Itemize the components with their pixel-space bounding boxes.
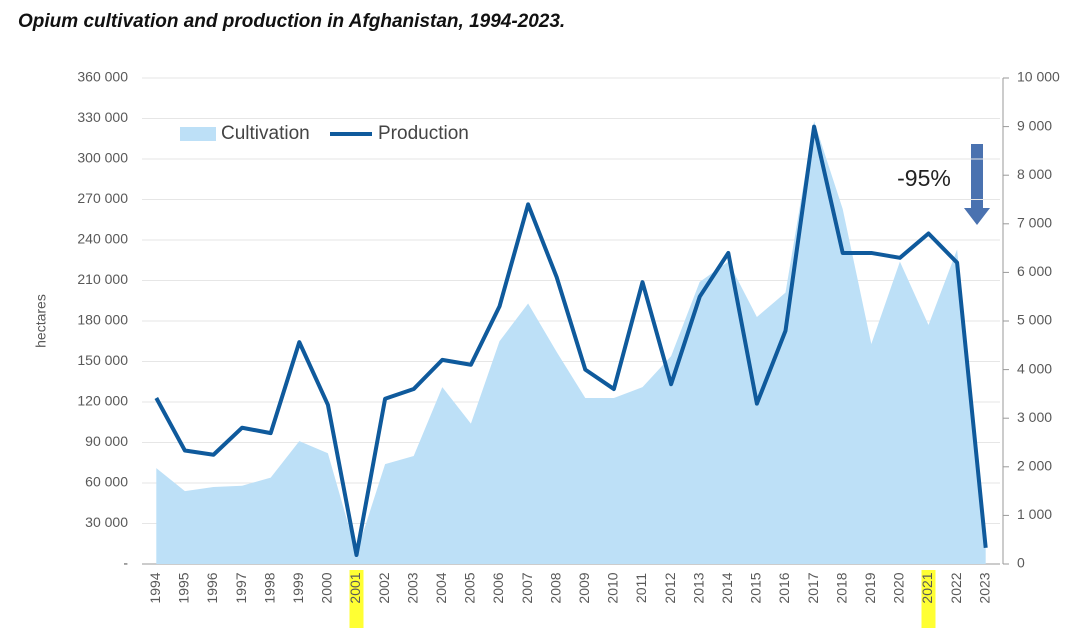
x-tick-label: 2021	[919, 572, 935, 603]
x-tick-label: 2002	[376, 572, 392, 603]
highlight	[349, 570, 364, 628]
y-tick-label: 360 000	[77, 69, 128, 85]
y-tick-label: 120 000	[77, 393, 128, 409]
x-tick-label: 2019	[862, 572, 878, 603]
highlight	[921, 570, 936, 628]
y2-tick-label: 0	[1017, 555, 1025, 571]
y-tick-label: 180 000	[77, 312, 128, 328]
x-tick-label: 2016	[776, 572, 792, 603]
y-tick-label: 270 000	[77, 190, 128, 206]
line	[154, 124, 988, 558]
y2-tick-label: 6 000	[1017, 263, 1052, 279]
y-axis-label: hectares	[33, 294, 49, 348]
x-tick-label: 2001	[347, 572, 363, 603]
x-tick-label: 2003	[404, 572, 420, 603]
y2-tick-label: 2 000	[1017, 458, 1052, 474]
x-tick-label: 2017	[805, 572, 821, 603]
x-tick-label: 1998	[261, 572, 277, 603]
x-tick-label: 2013	[690, 572, 706, 603]
x-tick-label: 2022	[948, 572, 964, 603]
y2-tick-label: 8 000	[1017, 166, 1052, 182]
annotation-arrow	[964, 144, 990, 225]
x-tick-label: 2000	[319, 572, 335, 603]
x-tick-label: 2009	[576, 572, 592, 603]
y-tick-label: 60 000	[85, 474, 128, 490]
x-tick-label: 2011	[633, 573, 649, 603]
x-tick-label: 2012	[662, 572, 678, 603]
legend-label: Cultivation	[221, 123, 310, 144]
legend-swatch	[180, 127, 216, 141]
y-tick-label: 300 000	[77, 150, 128, 166]
x-tick-label: 2004	[433, 572, 449, 603]
chart-title: Opium cultivation and production in Afgh…	[18, 11, 565, 32]
x-tick-label: 1995	[176, 572, 192, 603]
x-tick-label: 1999	[290, 572, 306, 603]
x-tick-label: 1996	[204, 572, 220, 603]
x-tick-label: 2008	[547, 572, 563, 603]
x-tick-label: 2023	[976, 572, 992, 603]
y-tick-label: 90 000	[85, 433, 128, 449]
y2-tick-label: 3 000	[1017, 409, 1052, 425]
y-tick-label: 330 000	[77, 109, 128, 125]
x-tick-label: 2015	[748, 572, 764, 603]
annotation: -95%	[897, 165, 951, 191]
y2-tick-label: 5 000	[1017, 312, 1052, 328]
x-tick-label: 2005	[462, 572, 478, 603]
x-tick-label: 2018	[833, 572, 849, 603]
x-tick-label: 1997	[233, 572, 249, 603]
y2-tick-label: 10 000	[1017, 69, 1060, 85]
x-tick-label: 2010	[605, 572, 621, 603]
x-tick-label: 1994	[147, 572, 163, 603]
y-tick-label: 30 000	[85, 514, 128, 530]
x-tick-label: 2014	[719, 572, 735, 603]
y2-tick-label: 4 000	[1017, 360, 1052, 376]
y-tick-label: 240 000	[77, 231, 128, 247]
area	[156, 121, 986, 564]
y2-tick-label: 9 000	[1017, 117, 1052, 133]
y-tick-label: -	[123, 555, 128, 571]
x-tick-label: 2007	[519, 572, 535, 603]
y-tick-label: 210 000	[77, 271, 128, 287]
x-tick-label: 2006	[490, 572, 506, 603]
y2-tick-label: 7 000	[1017, 215, 1052, 231]
x-tick-label: 2020	[891, 572, 907, 603]
legend-label: Production	[378, 123, 469, 144]
y2-tick-label: 1 000	[1017, 506, 1052, 522]
y-tick-label: 150 000	[77, 352, 128, 368]
